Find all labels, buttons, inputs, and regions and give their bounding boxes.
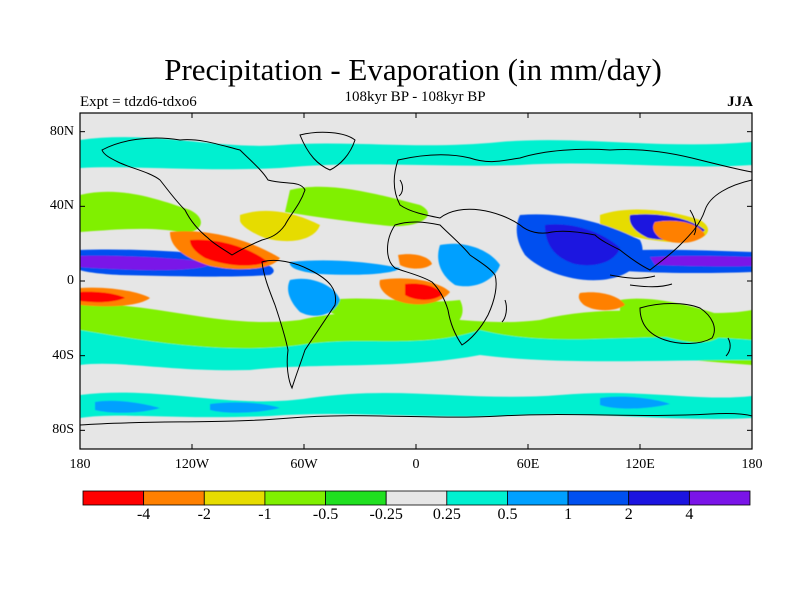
x-tick-label: 0 — [412, 457, 420, 472]
experiment-label: Expt = tdzd6-tdxo6 — [80, 94, 197, 110]
season-label: JJA — [727, 94, 753, 110]
colorbar-label: 0.25 — [432, 506, 461, 523]
contour-southern-band-cyan — [80, 330, 752, 371]
coastline-europe-north — [393, 148, 752, 271]
colorbar-box — [567, 490, 630, 506]
colorbar-label: -1 — [258, 506, 272, 523]
colorbar-box — [446, 490, 508, 506]
contour-sahara-orange — [398, 254, 432, 269]
y-tick-label: 0 — [67, 273, 74, 288]
y-tick-label: 80S — [52, 422, 74, 438]
colorbar-label: 0.5 — [497, 506, 518, 523]
contour-australia-green — [620, 298, 726, 343]
colorbar-box — [264, 490, 326, 506]
coastline-new-zealand — [725, 337, 731, 357]
colorbar-box — [203, 490, 266, 506]
colorbar — [82, 490, 751, 506]
contour-south-pacific-red — [80, 291, 125, 303]
coastline-uk — [398, 179, 403, 197]
contour-north-pacific-green — [80, 191, 201, 233]
colorbar-box — [82, 490, 145, 506]
y-tick-label: 40N — [49, 198, 74, 214]
plot-subtitle: 108kyr BP - 108kyr BP — [344, 89, 486, 105]
coastline-greenland — [299, 131, 356, 171]
x-tick-label: 60W — [290, 457, 318, 472]
colorbar-label: -2 — [197, 506, 211, 523]
coastline-south-america — [261, 259, 337, 390]
coastline-eurasia-africa — [387, 221, 497, 346]
coastline-north-america — [101, 137, 306, 256]
x-tick-label: 60E — [516, 457, 540, 472]
plot-title: Precipitation - Evaporation (in mm/day) — [164, 52, 662, 87]
contour-africa-blue — [438, 243, 500, 287]
coastlines — [80, 131, 752, 426]
contour-itcz-atlantic-blue — [289, 260, 400, 275]
contour-north-atlantic-green — [285, 186, 429, 227]
contour-caribbean-yellow — [240, 210, 320, 242]
contour-indian-monsoon-deep — [545, 224, 620, 266]
contour-north-pacific-orange — [653, 220, 705, 243]
axis-ticks — [79, 113, 753, 449]
colorbar-label: 4 — [685, 506, 694, 523]
x-tick-label: 180 — [69, 457, 91, 472]
coastline-indonesia — [609, 274, 673, 288]
colorbar-label: -4 — [136, 506, 151, 523]
colorbar-label: -0.25 — [369, 506, 403, 523]
contour-itcz-pacific-purple — [80, 255, 211, 271]
colorbar-box — [688, 490, 751, 506]
coastline-madagascar — [501, 299, 507, 323]
y-tick-label: 40S — [52, 347, 74, 363]
coastline-japan — [689, 209, 697, 236]
x-tick-label: 180 — [741, 457, 763, 472]
coastline-antarctica — [80, 413, 752, 426]
contour-south-atlantic-red — [405, 283, 442, 300]
contour-indian-ocean-orange — [578, 292, 625, 311]
colorbar-box — [143, 490, 205, 506]
contour-southern-ocean-blue — [95, 396, 670, 413]
y-tick-label: 80N — [49, 123, 74, 139]
contour-field — [80, 113, 752, 449]
contour-south-america-blue — [288, 278, 340, 316]
x-tick-label: 120E — [625, 457, 655, 472]
contour-high-lat-cyan — [80, 137, 752, 170]
colorbar-box — [325, 490, 387, 506]
colorbar-box — [507, 490, 569, 506]
colorbar-box — [385, 490, 448, 506]
colorbar-label: 1 — [564, 506, 573, 523]
colorbar-label: 2 — [624, 506, 633, 523]
contour-south-atlantic-green — [330, 298, 463, 333]
contour-itcz-west-pacific-purple — [650, 255, 752, 267]
colorbar-label: -0.5 — [312, 506, 339, 523]
coastline-australia — [639, 303, 715, 344]
colorbar-box — [628, 490, 690, 506]
x-tick-label: 120W — [174, 457, 210, 472]
